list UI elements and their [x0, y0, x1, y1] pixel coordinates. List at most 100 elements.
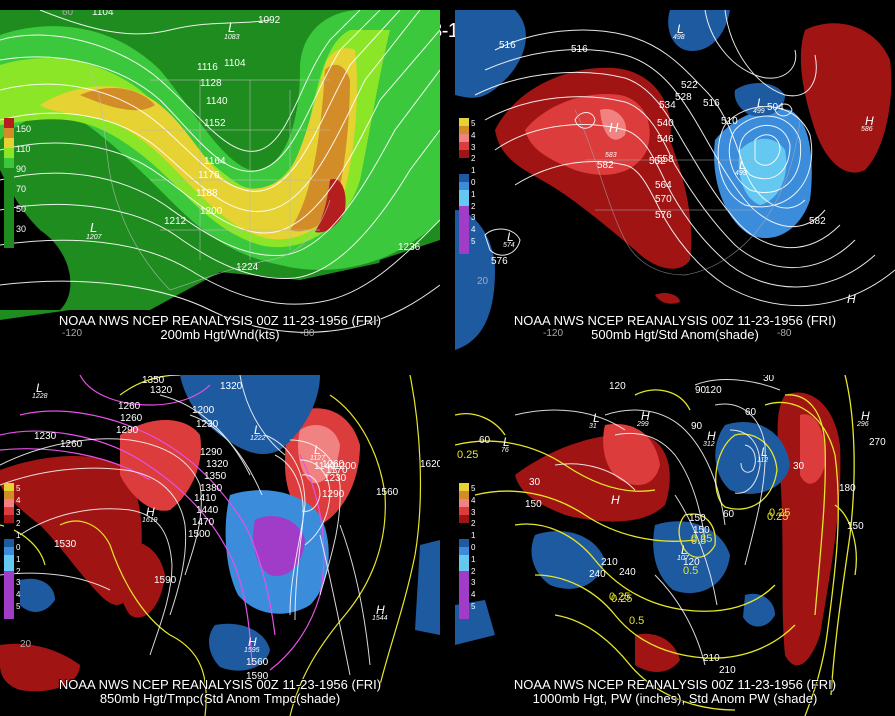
high-center: H	[611, 493, 620, 507]
panel-field: 1000mb Hgt, PW (inches), Std Anom PW (sh…	[532, 691, 818, 706]
high-value: 296	[857, 421, 869, 428]
high-center: H	[847, 292, 856, 306]
low-center: L	[677, 22, 684, 36]
contour-label: 1188	[196, 188, 218, 199]
contour-label: 1350	[142, 375, 165, 386]
legend-tick: 150	[16, 124, 32, 134]
low-center: L	[507, 230, 514, 244]
contour-label: 1128	[200, 78, 222, 89]
high-letter: H	[611, 493, 620, 507]
legend-tick: 70	[16, 184, 27, 194]
low-value: 1228	[32, 393, 48, 400]
panel-500mb-map	[455, 10, 895, 350]
contour-label: 270	[869, 437, 886, 448]
contour-label: 528	[675, 92, 692, 103]
low-value: 107	[677, 555, 689, 562]
high-letter: H	[707, 429, 716, 443]
contour-label: 30	[529, 477, 541, 488]
anomaly-legend	[4, 483, 14, 619]
pw-anomaly-legend	[459, 483, 469, 619]
legend-tick: 3	[471, 213, 476, 223]
contour-label: 1230	[324, 473, 347, 484]
axis-label: 20	[477, 276, 489, 287]
contour-label: 582	[597, 160, 614, 171]
low-center: L	[90, 220, 97, 235]
panel-850mb-map	[0, 375, 440, 716]
anomaly-legend	[459, 118, 469, 254]
legend-tick: 50	[16, 204, 27, 214]
contour-label: 1212	[164, 216, 187, 227]
contour-label: 540	[657, 118, 674, 129]
low-center: L	[739, 158, 746, 172]
contour-label: 1200	[334, 461, 357, 472]
contour-label: 210	[703, 653, 720, 664]
low-value: 1222	[250, 435, 266, 442]
contour-label: 1176	[198, 170, 220, 181]
contour-label: 120	[683, 557, 700, 568]
contour-label: 90	[695, 385, 707, 396]
low-center: L	[593, 411, 600, 425]
contour-label: 576	[491, 256, 508, 267]
high-letter: H	[248, 635, 257, 649]
contour-label: 1590	[246, 671, 269, 682]
high-value: 299	[637, 421, 649, 428]
low-value: 31	[589, 423, 597, 430]
contour-label: 1350	[204, 471, 227, 482]
contour-label: 1116	[197, 62, 218, 73]
legend-tick: 0	[16, 542, 21, 552]
contour-label: 60	[723, 509, 735, 520]
axis-label: 60	[62, 10, 74, 18]
contour-label: 1560	[246, 657, 269, 668]
panel-source: NOAA NWS NCEP REANALYSIS 00Z 11-23-1956 …	[513, 313, 837, 328]
contour-label: 1200	[200, 206, 223, 217]
contour-label: 576	[655, 210, 672, 221]
legend-tick: 5	[471, 484, 476, 493]
high-center: H	[609, 120, 618, 135]
contour-label: 1170	[326, 465, 348, 476]
contour-label: 1260	[120, 413, 143, 424]
panel-field: 850mb Hgt/Tmpc(Std Anom Tmpc(shade)	[99, 691, 341, 706]
legend-tick: 5	[471, 236, 476, 246]
high-letter: H	[861, 409, 870, 423]
panel-200mb-map	[0, 10, 440, 350]
contour-label: 570	[655, 194, 672, 205]
axis-label: -120	[62, 328, 83, 339]
high-letter: H	[865, 114, 874, 128]
contour-label: 0.5	[629, 615, 645, 627]
low-value: 1083	[224, 34, 240, 41]
legend-tick: 4	[471, 495, 476, 505]
low-value: 1207	[86, 234, 102, 241]
legend-tick: 2	[471, 566, 476, 576]
low-value: 498	[673, 34, 685, 41]
contour-label: 534	[659, 100, 676, 111]
low-letter: L	[314, 443, 321, 457]
low-center: L	[761, 445, 768, 459]
contour-label: 1230	[196, 419, 219, 430]
contour-label: 558	[657, 154, 674, 165]
legend-tick: 1	[16, 531, 21, 541]
contour-label: 180	[839, 483, 856, 494]
low-letter: L	[507, 230, 514, 244]
low-letter: L	[677, 22, 684, 36]
contour-label: 516	[703, 98, 720, 109]
legend-tick: 5	[16, 484, 21, 493]
legend-tick: 4	[16, 590, 21, 600]
contour-label: 1620	[420, 459, 440, 470]
contour-label: 1500	[188, 529, 211, 540]
legend-tick: 5	[471, 119, 476, 128]
legend-tick: 2	[16, 566, 21, 576]
contour-label: 1290	[200, 447, 223, 458]
axis-label: -120	[543, 328, 564, 339]
contour-label: 120	[705, 385, 722, 396]
legend-tick: 3	[471, 507, 476, 517]
legend-tick: 4	[471, 225, 476, 235]
panel-source: NOAA NWS NCEP REANALYSIS 00Z 11-23-1956 …	[58, 313, 382, 328]
low-center: L	[254, 423, 261, 437]
high-center: H	[376, 603, 385, 617]
contour-label: 1290	[116, 425, 139, 436]
contour-label: 582	[809, 216, 826, 227]
contour-label: 1410	[194, 493, 217, 504]
